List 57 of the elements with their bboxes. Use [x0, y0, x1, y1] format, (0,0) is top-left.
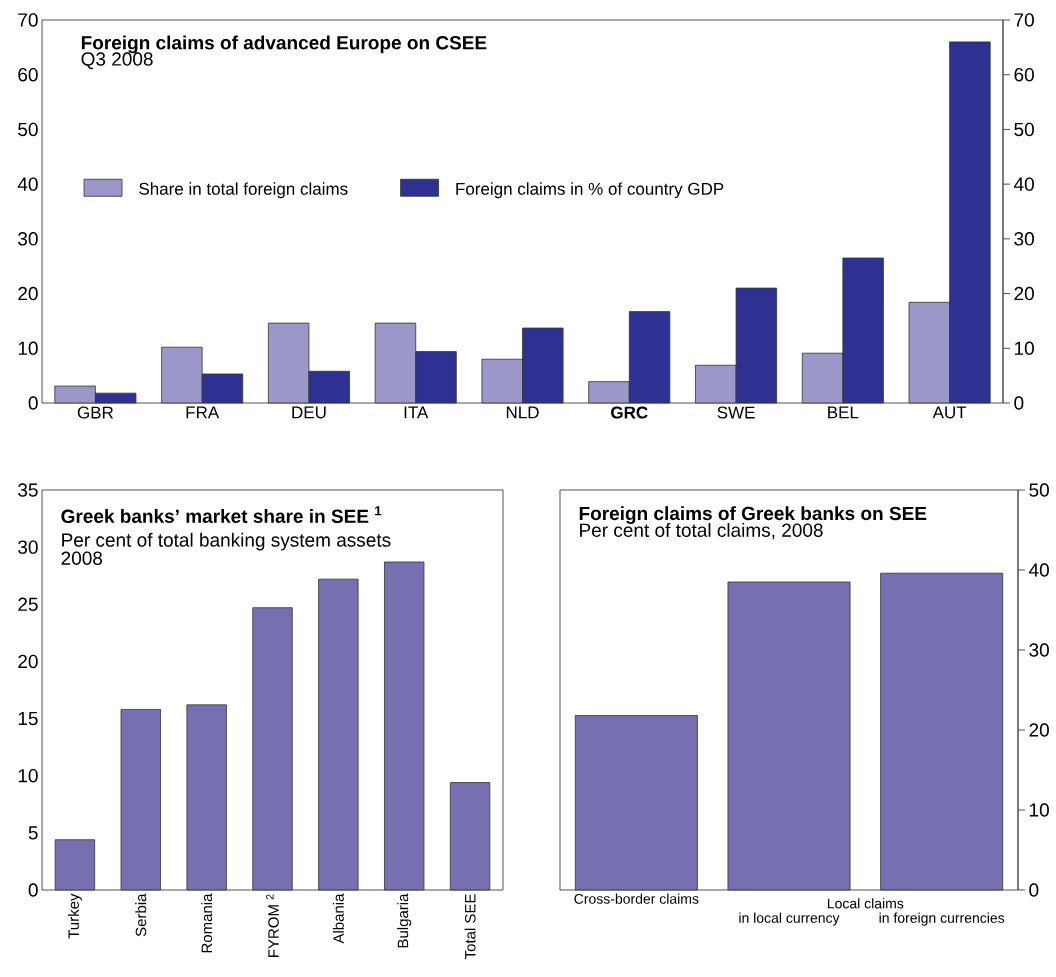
y-tick-label: 0	[28, 883, 38, 897]
y-tick-label: 0	[1014, 396, 1024, 410]
y-tick-label: 10	[1015, 341, 1034, 356]
x-tick-label: Bulgaria	[397, 893, 412, 948]
bar	[727, 581, 851, 891]
x-tick-label: Turkey	[67, 893, 82, 939]
bar	[252, 607, 293, 891]
y2-tick-label: 50	[1029, 483, 1049, 497]
x-tick-label: in foreign currencies	[879, 912, 1005, 926]
x-tick-label: Romania	[201, 893, 213, 953]
bar	[449, 782, 491, 891]
x-tick-label: AUT	[932, 406, 967, 419]
y2-tick-label: 30	[1029, 643, 1049, 657]
legend-label: Foreign claims in % of country GDP	[456, 182, 724, 199]
y-tick-label: 10	[18, 768, 38, 783]
bar	[880, 572, 1004, 891]
y-tick-label: 5	[28, 826, 38, 840]
y-tick-label: 15	[18, 711, 38, 726]
y-tick-label: 25	[18, 597, 38, 612]
bar	[186, 704, 227, 891]
bar	[120, 709, 161, 891]
bar	[574, 715, 698, 891]
bar	[384, 561, 425, 891]
x-tick-label: Cross-border claims	[574, 893, 699, 904]
x-tick-label: Serbia	[135, 893, 147, 937]
x-tick-label: GBR	[77, 406, 114, 419]
x-tick-label: SWE	[717, 406, 755, 419]
text: Greek banks’ market share in SEE $^{1}$	[61, 506, 382, 524]
y2-tick-label: 10	[1029, 803, 1049, 817]
x-tick-label: Total SEE	[464, 894, 476, 960]
x-tick-label: BEL	[828, 406, 859, 419]
y-tick-label: 20	[18, 654, 38, 669]
y-tick-label: 70	[1014, 13, 1034, 27]
x-tick-label: FRA	[186, 406, 220, 419]
text: Foreign claims of Greek banks on SEE	[579, 506, 927, 524]
y-tick-label: 50	[1014, 122, 1034, 137]
y2-tick-label: 40	[1028, 563, 1049, 577]
x-tick-label: GRC	[611, 406, 648, 419]
text: Q3 2008	[81, 52, 153, 70]
y2-tick-label: 20	[1029, 723, 1049, 737]
y-tick-label: 40	[1013, 177, 1034, 191]
y-tick-label: 20	[1014, 286, 1034, 301]
x-tick-label: in local currency	[739, 912, 840, 926]
legend-label: Share in total foreign claims	[139, 182, 348, 199]
bar	[318, 578, 359, 891]
x-tick-label: NLD	[506, 406, 539, 419]
y-tick-label: 60	[1014, 67, 1034, 82]
bar	[54, 839, 96, 891]
text: Per cent of total banking system assets 2008	[61, 532, 391, 565]
y-tick-label: 35	[18, 483, 38, 497]
y-tick-label: 30	[1014, 232, 1034, 246]
x-tick-label: ITA	[404, 406, 429, 419]
x-tick-label: Albania	[332, 893, 344, 944]
x-tick-label: FYROM $^{2}$	[266, 894, 279, 957]
text: Local claims	[827, 898, 904, 909]
x-tick-label: DEU	[292, 406, 326, 419]
y-tick-label: 30	[18, 540, 38, 554]
